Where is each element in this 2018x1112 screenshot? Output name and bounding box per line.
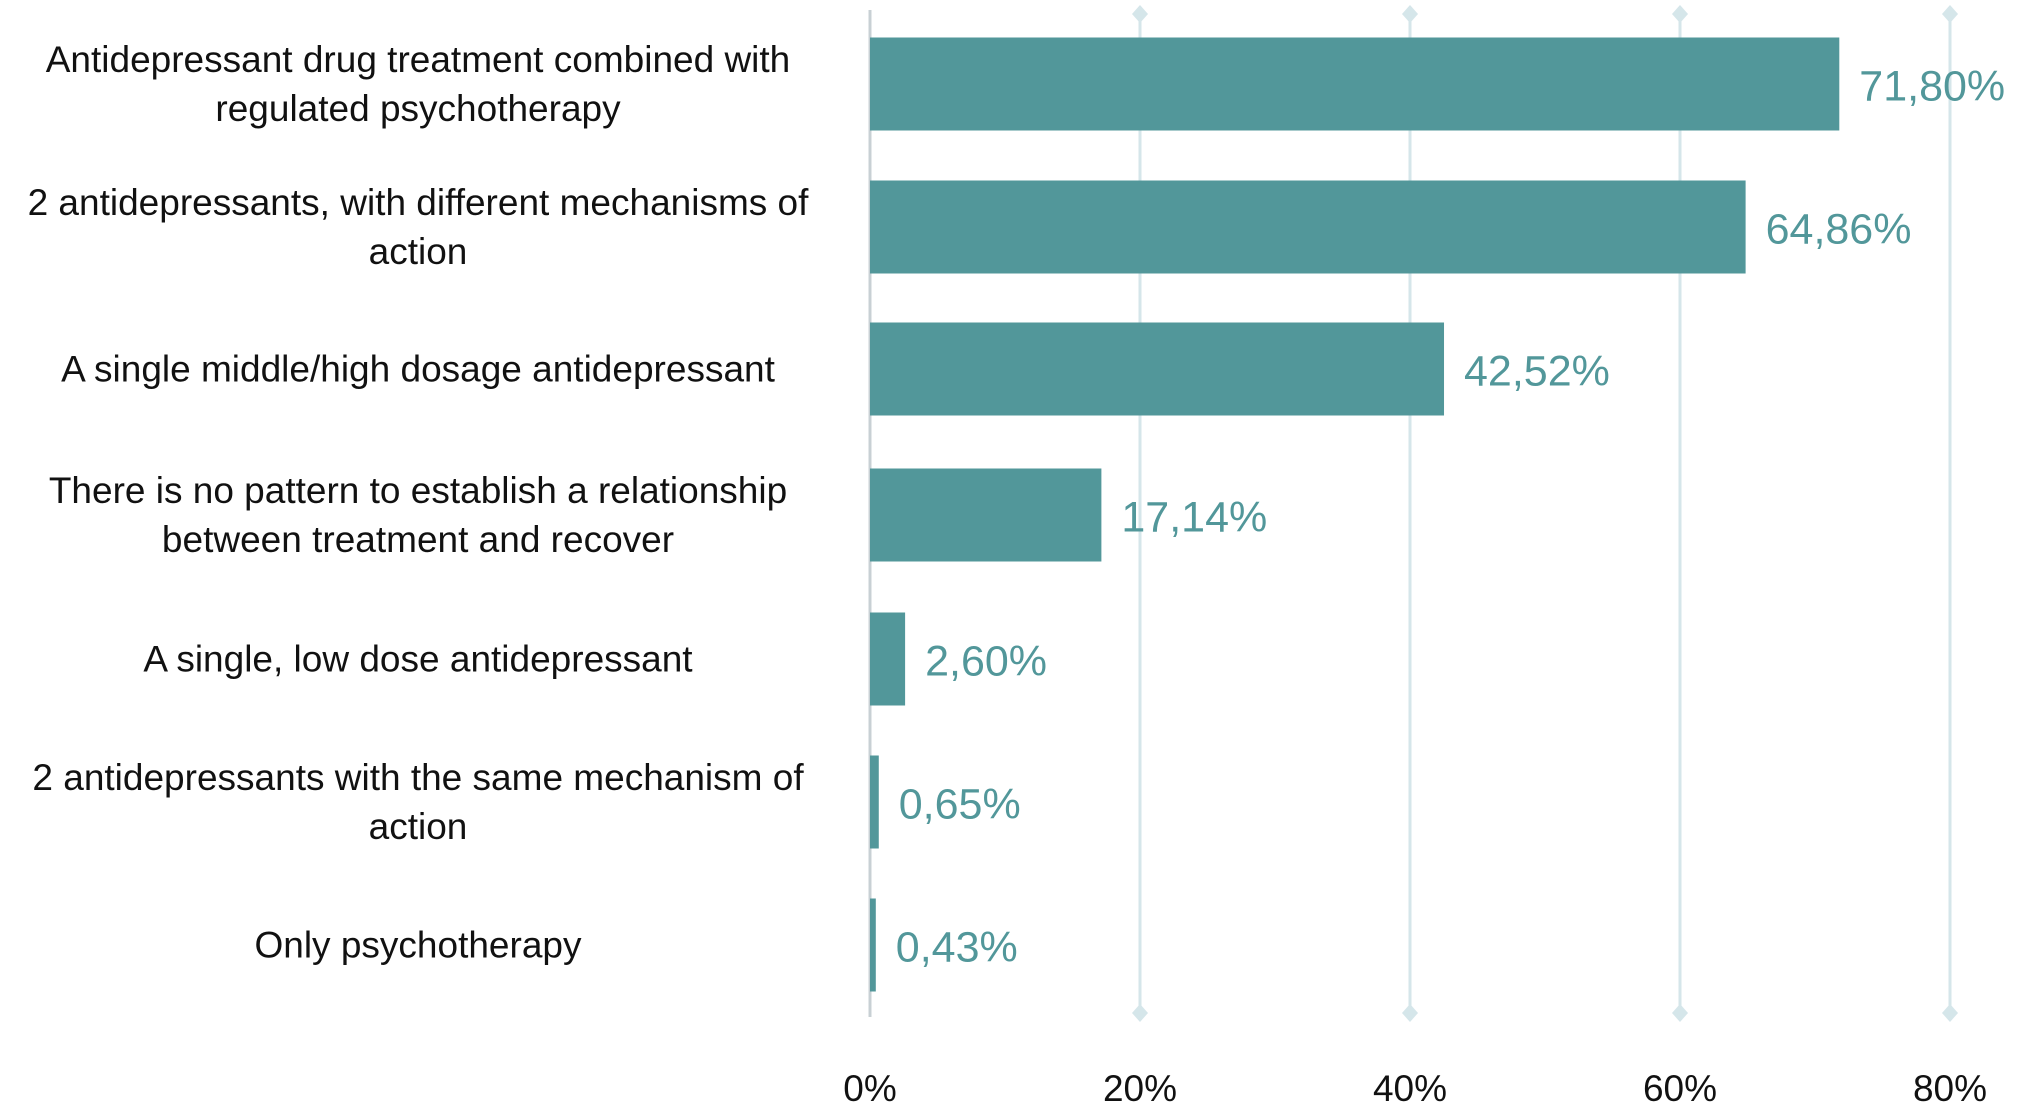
value-label: 71,80% xyxy=(1859,62,2005,110)
x-tick-label: 80% xyxy=(1913,1068,1987,1109)
x-tick-label: 0% xyxy=(843,1068,896,1109)
tick-marker xyxy=(1402,5,1418,23)
y-tick-label: A single, low dose antidepressant xyxy=(143,638,693,680)
value-label: 42,52% xyxy=(1464,347,1610,395)
y-tick-label: 2 antidepressants with the same mechanis… xyxy=(32,757,804,847)
x-tick-label: 40% xyxy=(1373,1068,1447,1109)
bar xyxy=(870,612,906,706)
bar xyxy=(870,898,876,992)
bar xyxy=(870,468,1102,562)
bar xyxy=(870,37,1840,131)
value-label: 0,43% xyxy=(896,923,1018,971)
x-tick-label: 60% xyxy=(1643,1068,1717,1109)
tick-marker xyxy=(1132,5,1148,23)
value-label: 64,86% xyxy=(1766,205,1912,253)
tick-marker xyxy=(1672,5,1688,23)
bar xyxy=(870,755,879,849)
x-tick-label: 20% xyxy=(1103,1068,1177,1109)
tick-marker xyxy=(1942,1004,1958,1022)
y-tick-label: Antidepressant drug treatment combined w… xyxy=(45,39,791,129)
tick-marker xyxy=(1402,1004,1418,1022)
y-tick-label: Only psychotherapy xyxy=(254,924,582,966)
value-label: 17,14% xyxy=(1121,493,1267,541)
value-label: 2,60% xyxy=(925,637,1047,685)
tick-marker xyxy=(1942,5,1958,23)
bar xyxy=(870,180,1746,274)
tick-marker xyxy=(1132,1004,1148,1022)
y-tick-label: 2 antidepressants, with different mechan… xyxy=(27,182,809,272)
value-label: 0,65% xyxy=(899,780,1021,828)
y-tick-label: There is no pattern to establish a relat… xyxy=(48,470,788,560)
y-tick-label: A single middle/high dosage antidepressa… xyxy=(61,348,775,390)
bar xyxy=(870,322,1445,416)
tick-marker xyxy=(1672,1004,1688,1022)
